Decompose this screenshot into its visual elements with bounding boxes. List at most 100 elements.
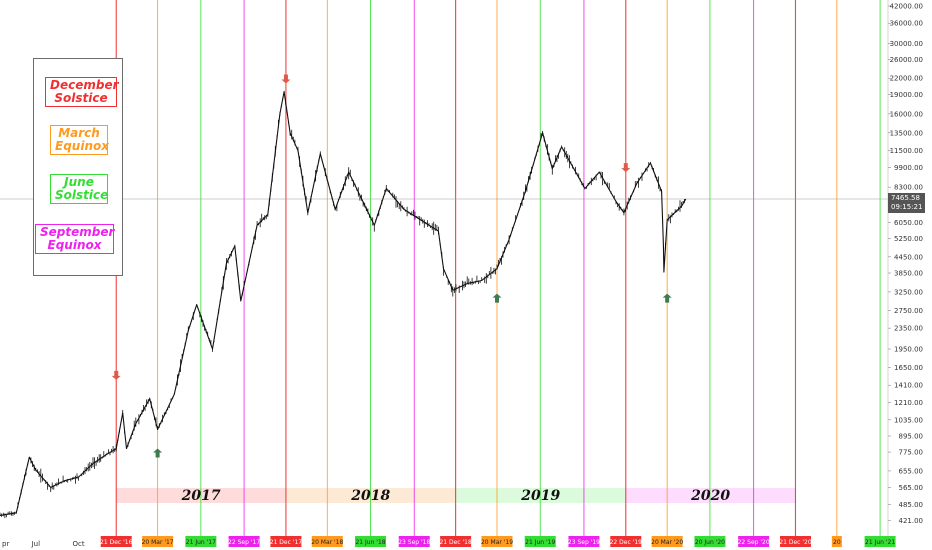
y-tick-label-23: 16000.00 [890,110,923,118]
y-tick-label-24: 19000.00 [890,91,923,99]
season-date-tag-label-18: 21 Jun '21 [865,539,895,546]
y-tick-label-19: 8300.00 [894,184,923,192]
season-date-tag-10: 21 Jun '19 [524,536,556,547]
season-date-tag-6: 21 Jun '18 [355,536,387,547]
season-date-tag-bg-6 [355,536,387,547]
season-date-tag-bg-16 [779,536,811,547]
season-date-tag-label-15: 22 Sep '20 [738,539,770,546]
season-date-tag-label-5: 20 Mar '18 [311,539,343,546]
season-date-tag-label-11: 23 Sep '19 [568,539,600,546]
season-date-tag-bg-7 [398,536,430,547]
y-tick-label-11: 2350.00 [894,325,923,333]
current-price-value: 7465.58 [891,194,920,202]
legend-december-solstice: December Solstice [45,77,119,107]
x-tick-label-0: pr [2,540,9,548]
season-date-tag-15: 22 Sep '20 [738,536,770,547]
season-date-tag-17: 20 [831,536,842,547]
year-label-2019: 2019 [520,488,560,504]
year-bands [116,488,796,503]
season-date-tag-label-8: 21 Dec '18 [439,539,472,546]
season-date-tag-bg-0 [100,536,132,547]
y-tick-label-3: 655.00 [899,467,924,475]
x-tick-label-1: Jul [31,540,41,548]
season-date-tag-bg-12 [610,536,642,547]
season-date-tag-label-2: 21 Jun '17 [186,539,216,546]
arrow-down-0 [111,370,121,380]
year-label-2020: 2020 [690,488,730,504]
season-date-tag-label-3: 22 Sep '17 [228,539,260,546]
y-tick-label-26: 26000.00 [890,56,923,64]
season-date-tag-bg-17 [831,536,842,547]
y-tick-label-6: 1035.00 [894,416,923,424]
price-series [0,90,687,519]
season-date-tag-4: 21 Dec '17 [270,536,303,547]
season-date-tag-label-1: 20 Mar '17 [142,539,174,546]
y-tick-label-17: 6050.00 [894,219,923,227]
season-date-tag-bg-2 [185,536,217,547]
season-date-tag-12: 22 Dec '19 [610,536,642,547]
y-tick-label-4: 775.00 [899,449,924,457]
legend-march-equinox: March Equinox [50,125,109,155]
season-date-tag-bg-14 [694,536,726,547]
year-label-2018: 2018 [350,488,390,504]
candle-countdown: 09:15:21 [891,203,923,211]
season-date-tag-label-7: 23 Sep '18 [398,539,430,546]
y-tick-label-28: 36000.00 [890,20,923,28]
season-date-tag-label-16: 21 Dec '20 [779,539,812,546]
y-tick-label-25: 22000.00 [890,75,923,83]
season-date-tag-3: 22 Sep '17 [228,536,260,547]
x-tick-label-2: Oct [73,540,85,548]
season-date-tag-bg-18 [864,536,896,547]
season-date-tag-2: 21 Jun '17 [185,536,217,547]
season-date-tag-bg-3 [228,536,260,547]
current-price-tag: 7465.58 09:15:21 [888,193,925,213]
season-date-tag-bg-4 [270,536,302,547]
y-tick-label-9: 1650.00 [894,364,923,372]
y-tick-label-21: 11500.00 [890,147,923,155]
y-tick-label-0: 421.00 [899,517,924,525]
y-tick-label-27: 30000.00 [890,40,923,48]
season-date-tag-14: 20 Jun '20 [694,536,726,547]
season-lines [115,0,881,536]
season-date-tag-18: 21 Jun '21 [864,536,896,547]
season-arrows [111,74,672,458]
y-tick-label-16: 5250.00 [894,235,923,243]
y-tick-label-1: 485.00 [899,501,924,509]
y-tick-label-10: 1950.00 [894,346,923,354]
season-date-tag-bg-9 [481,536,513,547]
season-date-tag-label-4: 21 Dec '17 [270,539,303,546]
price-wicks [0,90,685,519]
season-date-tag-label-17: 20 [833,539,841,546]
y-tick-label-5: 895.00 [899,433,924,441]
season-date-tag-label-0: 21 Dec '16 [100,539,133,546]
y-tick-label-15: 4450.00 [894,253,923,261]
y-axis[interactable]: 421.00 485.00 565.00 655.00 775.00 895.00 1035… [888,3,923,525]
arrow-up-1 [153,448,163,458]
season-date-tag-8: 21 Dec '18 [439,536,472,547]
season-date-tag-9: 20 Mar '19 [481,536,513,547]
season-date-tag-11: 23 Sep '19 [568,536,600,547]
season-date-tag-bg-10 [524,536,556,547]
season-date-tags: 21 Dec '16 20 Mar '17 21 Jun '17 22 Sep '17… [100,536,896,547]
season-date-tag-5: 20 Mar '18 [311,536,344,547]
season-date-tag-label-14: 20 Jun '20 [695,539,725,546]
season-date-tag-label-10: 21 Jun '19 [525,539,555,546]
y-tick-label-8: 1410.00 [894,382,923,390]
legend-september-equinox: September Equinox [35,224,114,254]
legend-june-solstice: June Solstice [50,174,108,204]
season-date-tag-bg-8 [440,536,472,547]
season-date-tag-bg-5 [311,536,343,547]
season-date-tag-label-6: 21 Jun '18 [355,539,385,546]
y-tick-label-29: 42000.00 [890,3,923,11]
year-band-2019 [455,488,626,503]
y-tick-label-14: 3850.00 [894,269,923,277]
y-tick-label-7: 1210.00 [894,399,923,407]
season-date-tag-bg-15 [738,536,770,547]
y-tick-label-2: 565.00 [899,484,924,492]
y-tick-label-13: 3250.00 [894,288,923,296]
year-label-2017: 2017 [181,488,221,504]
arrow-down-2 [281,74,291,84]
season-date-tag-bg-13 [651,536,683,547]
x-axis[interactable]: pr Jul Oct [2,540,85,548]
